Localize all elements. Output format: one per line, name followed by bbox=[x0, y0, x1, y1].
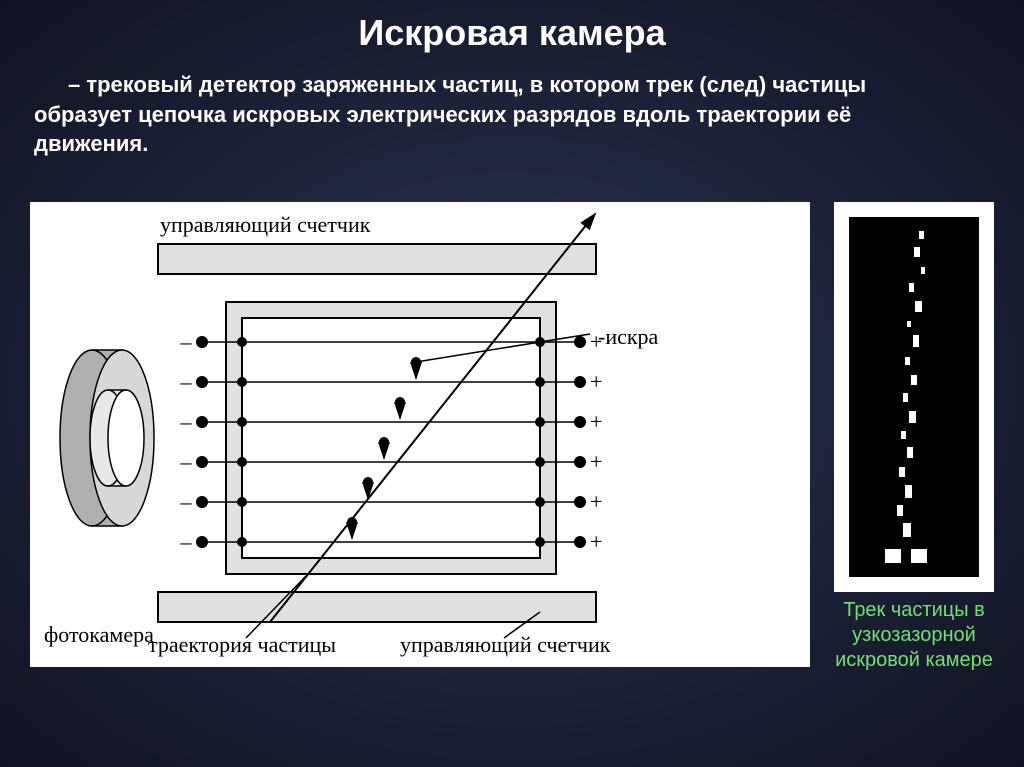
svg-text:–: – bbox=[180, 329, 193, 354]
spark-dot bbox=[899, 467, 905, 477]
svg-text:управляющий счетчик: управляющий счетчик bbox=[400, 632, 611, 657]
svg-text:–: – bbox=[180, 409, 193, 434]
spark-dot bbox=[905, 485, 912, 498]
spark-dot bbox=[911, 375, 917, 385]
svg-text:–: – bbox=[180, 529, 193, 554]
svg-text:–: – bbox=[180, 369, 193, 394]
spark-dot bbox=[905, 357, 910, 365]
spark-dot bbox=[911, 549, 927, 563]
svg-text:+: + bbox=[590, 409, 602, 434]
spark-dot bbox=[915, 301, 922, 312]
svg-text:–: – bbox=[180, 489, 193, 514]
spark-chamber-diagram: –+–+–+–+–+–+управляющий счетчикуправляющ… bbox=[30, 202, 810, 667]
spark-dot bbox=[909, 411, 916, 423]
spark-dot bbox=[885, 549, 901, 563]
spark-dot bbox=[909, 283, 914, 292]
svg-text:управляющий счетчик: управляющий счетчик bbox=[160, 212, 371, 237]
svg-text:+: + bbox=[590, 529, 602, 554]
spark-dot bbox=[907, 447, 913, 458]
svg-text:-искра: -искра bbox=[598, 324, 659, 349]
spark-dot bbox=[901, 431, 906, 439]
svg-text:+: + bbox=[590, 489, 602, 514]
track-photo-frame bbox=[834, 202, 994, 592]
track-photo bbox=[849, 217, 979, 577]
spark-dot bbox=[919, 231, 924, 239]
svg-text:фотокамера: фотокамера bbox=[44, 622, 154, 647]
definition-text: – трековый детектор заряженных частиц, в… bbox=[34, 70, 884, 159]
spark-dot bbox=[907, 321, 911, 327]
spark-dot bbox=[903, 523, 911, 537]
svg-text:+: + bbox=[590, 449, 602, 474]
spark-dot bbox=[903, 393, 908, 402]
spark-dot bbox=[913, 335, 919, 347]
track-photo-caption: Трек частицы в узкозазорной искровой кам… bbox=[828, 598, 1000, 673]
spark-dot bbox=[921, 267, 925, 274]
svg-text:+: + bbox=[590, 369, 602, 394]
page-title: Искровая камера bbox=[0, 12, 1024, 54]
spark-dot bbox=[914, 247, 920, 257]
svg-text:–: – bbox=[180, 449, 193, 474]
spark-dot bbox=[897, 505, 903, 516]
svg-text:траектория частицы: траектория частицы bbox=[148, 632, 336, 657]
